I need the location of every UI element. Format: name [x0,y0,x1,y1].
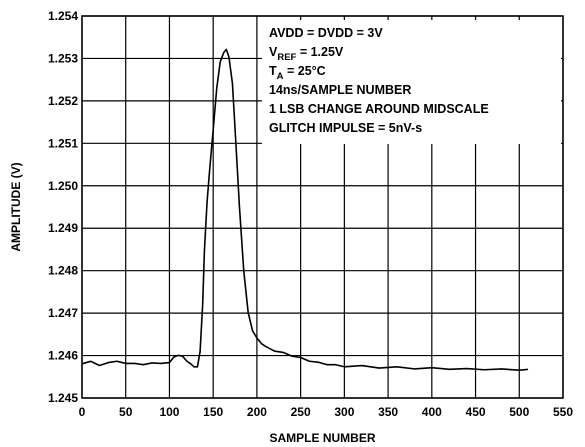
x-tick-label: 250 [291,405,311,419]
x-tick-label: 300 [334,405,354,419]
y-tick-label: 1.254 [48,9,78,23]
annotation-line: GLITCH IMPULSE = 5nV-s [269,121,422,135]
annotation-text-tail: = 25°C [284,64,326,78]
y-tick-label: 1.247 [48,306,78,320]
annotation-text: 1 LSB CHANGE AROUND MIDSCALE [269,102,489,116]
annotation-line: 1 LSB CHANGE AROUND MIDSCALE [269,102,489,116]
annotation-text: 14ns/SAMPLE NUMBER [269,83,411,97]
x-tick-label: 350 [378,405,398,419]
annotation-line: VREF = 1.25V [269,45,344,63]
y-tick-label: 1.253 [48,51,78,65]
y-tick-label: 1.249 [48,221,78,235]
x-tick-label: 450 [466,405,486,419]
y-axis-label: AMPLITUDE (V) [9,162,23,251]
y-tick-label: 1.250 [48,179,78,193]
y-tick-labels: 1.245 1.246 1.247 1.248 1.249 1.250 1.251 1.252… [48,9,78,405]
x-tick-label: 200 [247,405,267,419]
annotation-text-tail: = 1.25V [296,45,344,59]
x-tick-label: 150 [203,405,223,419]
plot-frame [81,15,564,399]
x-tick-labels: 0 50 100 150 200 250 300 350 400 450 500 550 [79,405,574,419]
y-tick-label: 1.246 [48,349,78,363]
annotation-line: TA = 25°C [269,64,326,82]
annotation-text: AVDD = DVDD = 3V [269,26,383,40]
y-tick-label: 1.252 [48,94,78,108]
y-tick-label: 1.245 [48,391,78,405]
annotation-line: AVDD = DVDD = 3V [269,26,383,40]
y-tick-label: 1.251 [48,136,78,150]
series-line [81,48,529,371]
x-tick-label: 50 [119,405,133,419]
x-axis-label: SAMPLE NUMBER [269,431,375,445]
annotation-line: 14ns/SAMPLE NUMBER [269,83,411,97]
annotation-text: V [269,45,278,59]
x-tick-label: 0 [79,405,86,419]
x-tick-label: 500 [509,405,529,419]
x-tick-label: 100 [159,405,179,419]
x-tick-label: 550 [553,405,573,419]
x-tick-label: 400 [422,405,442,419]
annotation-background [262,20,561,144]
annotation-text: GLITCH IMPULSE = 5nV-s [269,121,422,135]
annotation-subscript: A [277,71,284,82]
y-tick-label: 1.248 [48,264,78,278]
annotation-subscript: REF [277,52,296,63]
annotation-text: T [269,64,277,78]
